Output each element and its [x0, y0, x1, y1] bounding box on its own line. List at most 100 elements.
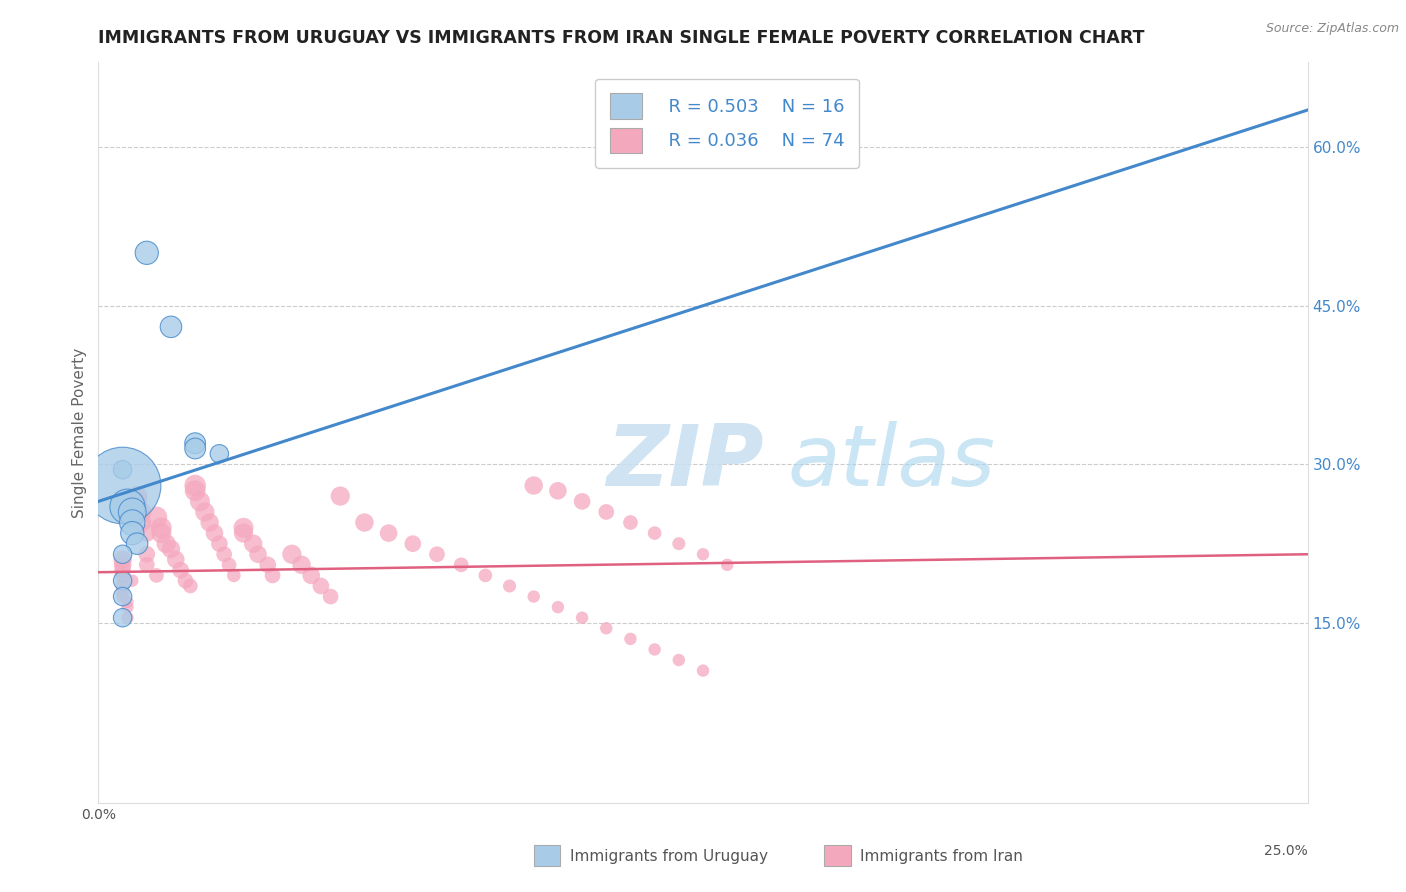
Point — [377, 526, 399, 541]
Point — [121, 526, 143, 541]
Point — [242, 537, 264, 551]
Point — [131, 505, 153, 519]
Text: Source: ZipAtlas.com: Source: ZipAtlas.com — [1265, 22, 1399, 36]
Text: atlas: atlas — [787, 421, 995, 504]
Point — [174, 574, 197, 588]
Point — [426, 547, 449, 561]
FancyBboxPatch shape — [534, 845, 561, 866]
Point — [184, 483, 207, 498]
Point — [222, 568, 245, 582]
Y-axis label: Single Female Poverty: Single Female Poverty — [72, 348, 87, 517]
Point — [188, 494, 211, 508]
Point — [198, 516, 221, 530]
Point — [218, 558, 240, 572]
Text: IMMIGRANTS FROM URUGUAY VS IMMIGRANTS FROM IRAN SINGLE FEMALE POVERTY CORRELATIO: IMMIGRANTS FROM URUGUAY VS IMMIGRANTS FR… — [98, 29, 1144, 47]
Point — [262, 568, 284, 582]
Text: Immigrants from Uruguay: Immigrants from Uruguay — [569, 848, 768, 863]
Point — [256, 558, 278, 572]
Point — [184, 442, 207, 456]
Point — [595, 621, 617, 635]
Point — [111, 558, 134, 572]
Point — [145, 568, 167, 582]
Point — [619, 632, 641, 646]
Point — [111, 552, 134, 566]
Point — [150, 521, 173, 535]
Point — [498, 579, 520, 593]
Point — [150, 526, 173, 541]
Point — [309, 579, 332, 593]
Text: Immigrants from Iran: Immigrants from Iran — [860, 848, 1024, 863]
Point — [135, 245, 157, 260]
Point — [165, 552, 187, 566]
Point — [169, 563, 191, 577]
Point — [127, 489, 149, 503]
Point — [131, 516, 153, 530]
Point — [135, 558, 157, 572]
Point — [194, 505, 217, 519]
Point — [208, 447, 231, 461]
Point — [668, 537, 690, 551]
Point — [281, 547, 304, 561]
Point — [319, 590, 342, 604]
Point — [547, 600, 569, 615]
Point — [290, 558, 312, 572]
Point — [111, 590, 134, 604]
Point — [111, 584, 134, 599]
Point — [155, 537, 177, 551]
FancyBboxPatch shape — [824, 845, 851, 866]
Point — [247, 547, 270, 561]
Point — [523, 478, 546, 492]
Point — [135, 526, 157, 541]
Point — [111, 574, 134, 588]
Point — [523, 590, 546, 604]
Point — [184, 478, 207, 492]
Point — [547, 483, 569, 498]
Point — [716, 558, 738, 572]
Point — [121, 516, 143, 530]
Point — [160, 541, 183, 556]
Point — [111, 611, 134, 625]
Point — [212, 547, 235, 561]
Point — [117, 500, 139, 514]
Text: ZIP: ZIP — [606, 421, 763, 504]
Legend:   R = 0.503    N = 16,   R = 0.036    N = 74: R = 0.503 N = 16, R = 0.036 N = 74 — [596, 78, 859, 168]
Text: 25.0%: 25.0% — [1264, 844, 1308, 857]
Point — [160, 319, 183, 334]
Point — [145, 510, 167, 524]
Point — [111, 547, 134, 561]
Point — [179, 579, 201, 593]
Point — [121, 505, 143, 519]
Point — [668, 653, 690, 667]
Point — [111, 579, 134, 593]
Point — [232, 526, 254, 541]
Point — [117, 600, 139, 615]
Point — [232, 521, 254, 535]
Point — [204, 526, 226, 541]
Point — [329, 489, 352, 503]
Point — [117, 611, 139, 625]
Point — [595, 505, 617, 519]
Point — [127, 494, 149, 508]
Point — [111, 478, 134, 492]
Point — [571, 611, 593, 625]
Point — [135, 547, 157, 561]
Point — [184, 436, 207, 450]
Point — [450, 558, 472, 572]
Point — [208, 537, 231, 551]
Point — [353, 516, 375, 530]
Point — [619, 516, 641, 530]
Point — [111, 568, 134, 582]
Point — [644, 526, 666, 541]
Point — [692, 547, 714, 561]
Point — [692, 664, 714, 678]
Point — [644, 642, 666, 657]
Point — [299, 568, 322, 582]
Point — [474, 568, 496, 582]
Point — [127, 537, 149, 551]
Point — [117, 595, 139, 609]
Point — [111, 463, 134, 477]
Point — [111, 590, 134, 604]
Point — [571, 494, 593, 508]
Point — [402, 537, 425, 551]
Point — [121, 574, 143, 588]
